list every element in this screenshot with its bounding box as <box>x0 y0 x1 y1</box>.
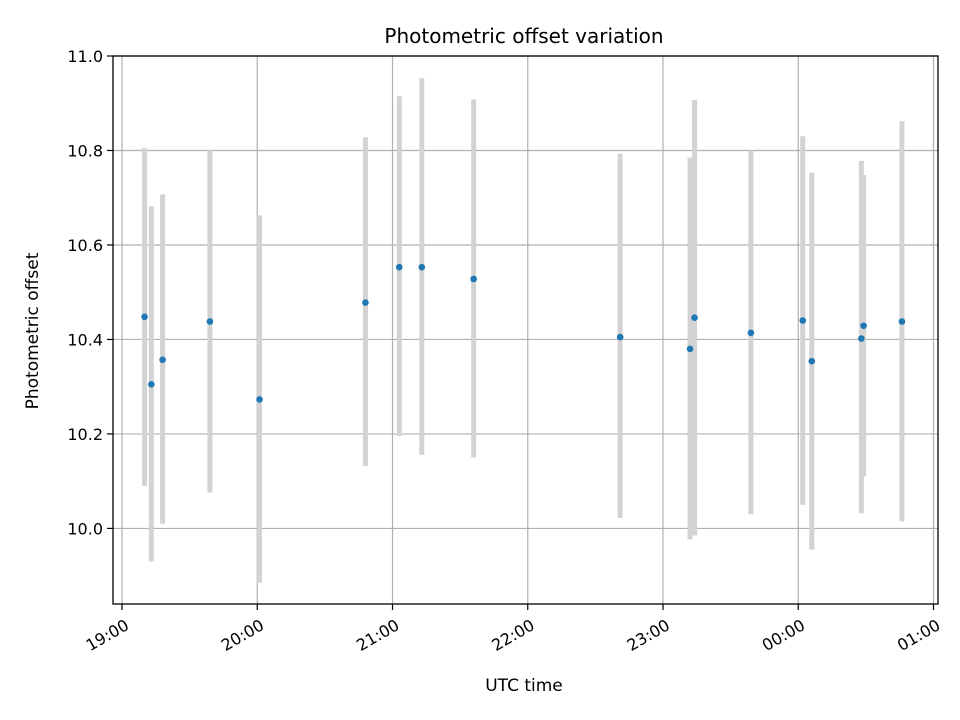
y-tick-label: 10.8 <box>67 141 103 160</box>
data-point <box>159 356 166 364</box>
data-point <box>860 322 867 330</box>
y-axis-title: Photometric offset <box>23 252 43 409</box>
data-point <box>686 345 694 353</box>
data-point <box>691 314 698 322</box>
y-tick-label: 10.0 <box>67 519 103 538</box>
data-point <box>858 335 865 342</box>
y-tick-label: 10.2 <box>67 425 103 444</box>
data-point <box>418 263 426 271</box>
plot-area-frame <box>112 55 939 605</box>
y-axis-ticks: 10.0 10.2 10.4 10.6 10.8 11.0 <box>67 47 113 538</box>
y-tick-label: 10.4 <box>67 330 103 349</box>
data-point <box>395 263 403 271</box>
data-point <box>206 318 214 325</box>
data-points <box>141 263 906 403</box>
y-tick-label: 11.0 <box>67 47 103 66</box>
data-point <box>362 299 369 306</box>
data-point <box>148 381 155 388</box>
data-point <box>799 317 807 324</box>
data-point <box>616 333 624 341</box>
x-axis-title: UTC time <box>485 676 563 696</box>
data-point <box>747 329 755 337</box>
data-point <box>470 275 477 283</box>
chart-title: Photometric offset variation <box>384 24 663 48</box>
data-point <box>898 318 906 325</box>
data-point <box>256 396 263 403</box>
data-point <box>808 357 816 365</box>
y-tick-label: 10.6 <box>67 236 103 255</box>
data-point <box>141 313 148 321</box>
